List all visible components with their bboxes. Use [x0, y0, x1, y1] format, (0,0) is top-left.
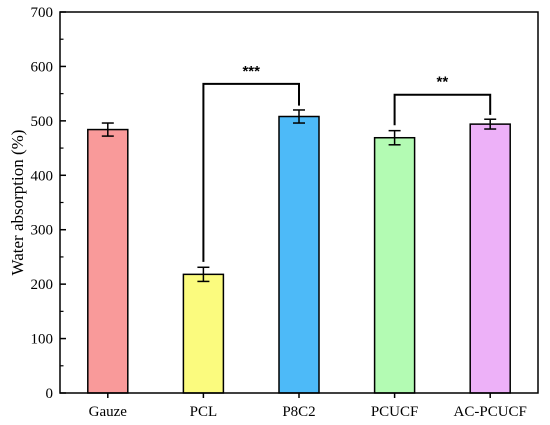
y-tick-label: 700 — [31, 5, 54, 21]
bars-layer — [87, 115, 511, 394]
significance-layer: ***** — [202, 63, 492, 262]
bar-p8c2 — [278, 115, 320, 394]
y-tick-label: 600 — [31, 59, 54, 75]
bar-ac-pcucf — [469, 123, 511, 394]
y-tick-label: 300 — [31, 223, 54, 239]
x-tick-label: PCL — [190, 404, 218, 420]
y-tick-label: 200 — [31, 277, 54, 293]
error-bars-layer — [101, 109, 497, 283]
y-tick-label: 0 — [46, 386, 54, 402]
x-tick-label: PCUCF — [371, 404, 419, 420]
y-tick-label: 400 — [31, 168, 54, 184]
significance-bracket — [202, 82, 300, 262]
significance-bracket — [393, 93, 492, 126]
x-tick-label: Gauze — [89, 404, 128, 420]
y-axis-title: Water absorption (%) — [8, 130, 27, 276]
y-tick-label: 100 — [31, 332, 54, 348]
x-tick-label: P8C2 — [282, 404, 315, 420]
y-tick-label: 500 — [31, 114, 54, 130]
bar-gauze — [87, 128, 129, 394]
bar-pcucf — [373, 136, 416, 394]
significance-label: ** — [437, 74, 449, 91]
y-axis-ticks: 0 100 200 300 400 500 600 700 — [31, 5, 66, 402]
significance-label: *** — [242, 63, 260, 80]
x-tick-label: AC-PCUCF — [454, 404, 527, 420]
bar-pcl — [182, 273, 225, 394]
x-axis-ticks: Gauze PCL P8C2 PCUCF AC-PCUCF — [89, 393, 527, 420]
